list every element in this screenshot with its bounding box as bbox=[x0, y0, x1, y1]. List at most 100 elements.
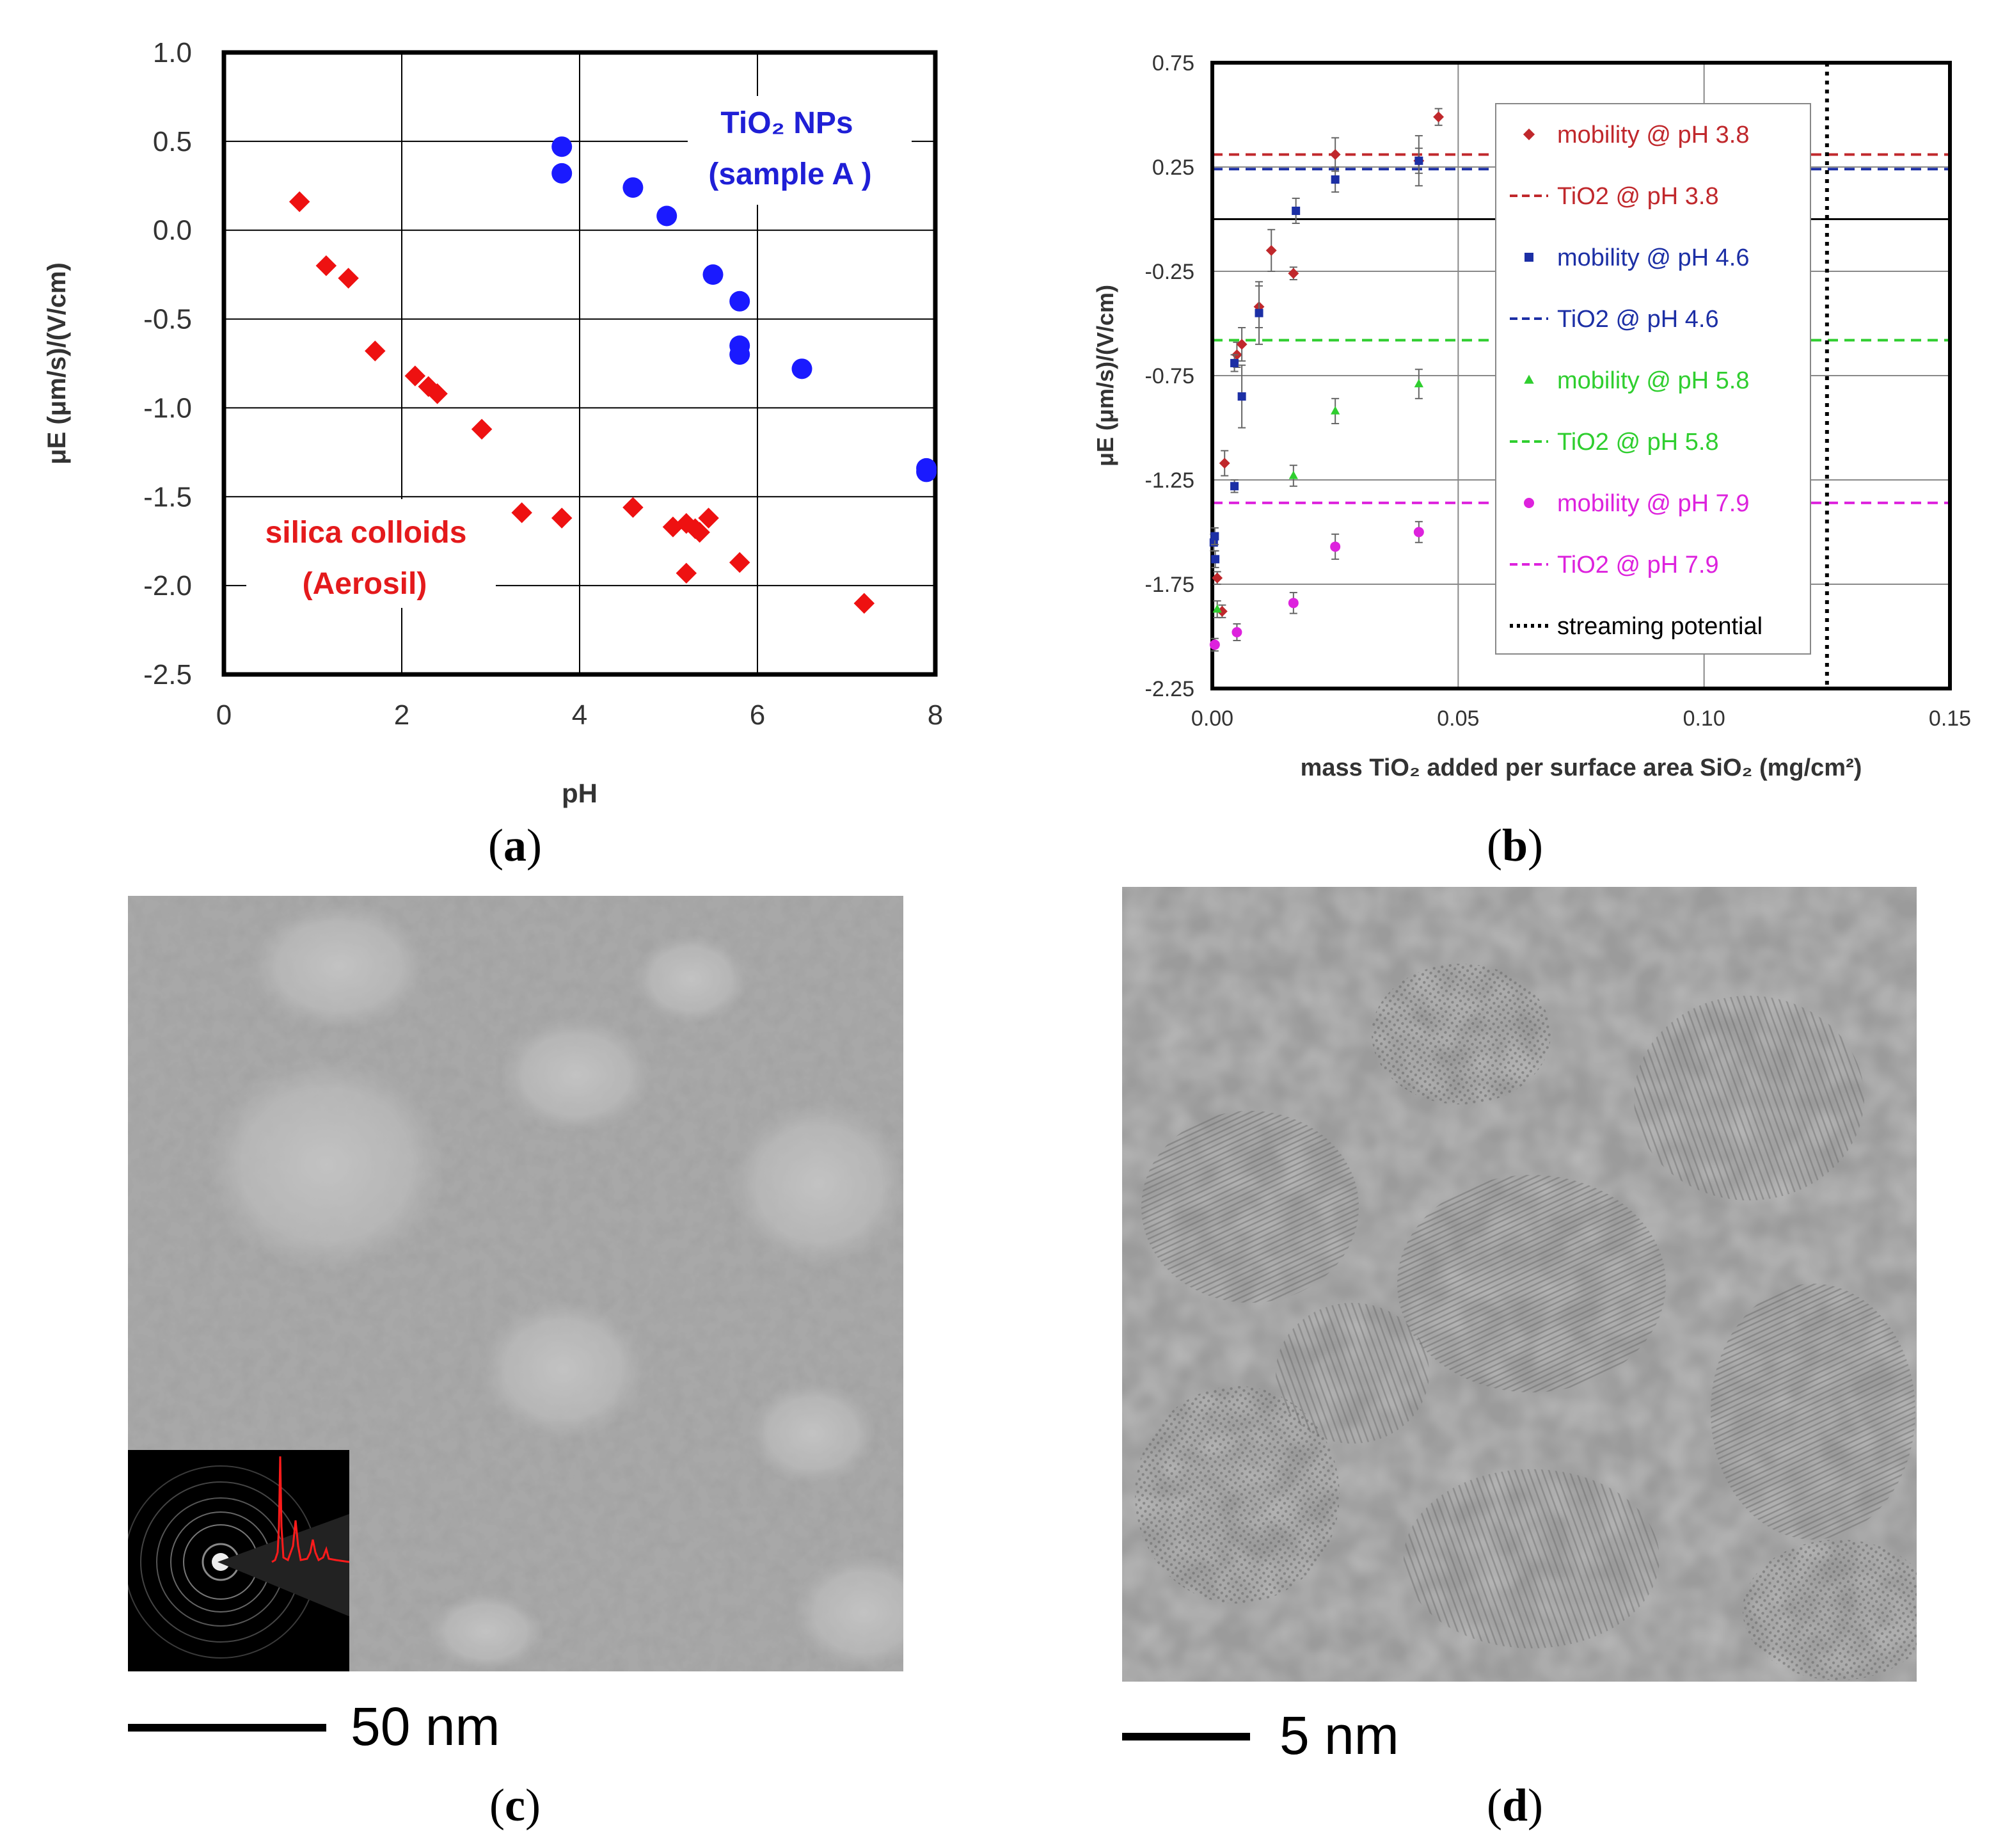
chart-b-series3-point bbox=[1209, 639, 1220, 650]
chart-a-series0-point bbox=[656, 205, 677, 227]
chart-a-y-tick-label: -2.0 bbox=[143, 570, 192, 601]
chart-b-y-tick-label: -0.75 bbox=[1145, 364, 1195, 388]
chart-a-y-tick-label: 0.0 bbox=[153, 215, 192, 246]
chart-a-series1-point bbox=[289, 191, 310, 212]
chart-a-series1-point bbox=[676, 562, 697, 584]
chart-a-annotation-sample: (sample A ) bbox=[708, 157, 871, 191]
chart-b-x-tick-label: 0.05 bbox=[1437, 706, 1479, 731]
chart-b-series2-point bbox=[1288, 470, 1298, 479]
chart-b-series0-point bbox=[1288, 267, 1299, 279]
chart-b-series1-point bbox=[1237, 392, 1246, 401]
chart-b-legend-swatch bbox=[1524, 498, 1534, 508]
chart-a-series0-point bbox=[551, 163, 573, 184]
chart-b-legend-swatch bbox=[1525, 253, 1533, 262]
scale-bar-c bbox=[128, 1724, 326, 1732]
chart-a-series0-point bbox=[791, 358, 812, 379]
chart-b-y-tick-label: -2.25 bbox=[1145, 677, 1195, 701]
scale-label-c: 50 nm bbox=[351, 1696, 500, 1756]
chart-b-y-tick-label: -1.75 bbox=[1145, 573, 1195, 597]
chart-a-series0-point bbox=[729, 291, 750, 312]
caption-b: (b) bbox=[1486, 820, 1543, 871]
chart-a-annotation-silica: silica colloids bbox=[265, 516, 467, 550]
chart-a-series1-point bbox=[729, 552, 750, 573]
chart-a-y-tick-label: -2.5 bbox=[143, 659, 192, 690]
chart-b-series2-point bbox=[1331, 406, 1340, 415]
chart-b-series0-point bbox=[1329, 148, 1341, 160]
chart-a-y-tick-label: -1.5 bbox=[143, 481, 192, 513]
chart-b-svg: 0.00 0.05 0.10 0.15 0.75 0.25 -0.25 -0.75 -1.25 -… bbox=[1092, 51, 1971, 781]
chart-b-series0-point bbox=[1433, 111, 1445, 123]
chart-b-series1-point bbox=[1292, 206, 1301, 215]
chart-b-legend-swatch bbox=[1523, 128, 1535, 141]
chart-a-annotation-aerosil: (Aerosil) bbox=[303, 567, 427, 601]
chart-b-plot-frame bbox=[1210, 61, 1952, 690]
chart-a-svg: 0 2 4 6 8 1.0 0.5 0.0 -0.5 -1.0 -1.5 -2.0 -2.5 pH μE (… bbox=[43, 37, 943, 808]
chart-b-series3-point bbox=[1330, 541, 1341, 552]
chart-a-plot-frame bbox=[221, 50, 938, 677]
chart-b-x-tick-label: 0.15 bbox=[1929, 706, 1971, 731]
chart-b-series1-point bbox=[1210, 532, 1219, 541]
chart-a-series0-point bbox=[916, 461, 937, 482]
chart-a-series0-point bbox=[622, 177, 644, 198]
chart-b-y-tick-label: -1.25 bbox=[1145, 468, 1195, 493]
chart-b-series0-point bbox=[1219, 458, 1230, 469]
chart-b-series1-point bbox=[1230, 358, 1239, 367]
caption-d: (d) bbox=[1486, 1780, 1543, 1831]
chart-b-series1-point bbox=[1211, 555, 1220, 564]
chart-a-series1-point bbox=[471, 418, 493, 440]
chart-a-series1-point bbox=[365, 340, 386, 362]
chart-a-series1-point bbox=[511, 502, 532, 523]
chart-b-legend-label: mobility @ pH 4.6 bbox=[1557, 244, 1749, 271]
chart-b-series2-point bbox=[1212, 604, 1222, 613]
chart-b-series1-point bbox=[1331, 175, 1340, 184]
chart-b-y-tick-label: 0.25 bbox=[1152, 155, 1194, 180]
chart-a-x-tick-label: 2 bbox=[394, 699, 409, 731]
chart-a-y-tick-label: -0.5 bbox=[143, 304, 192, 335]
chart-b-legend-label: mobility @ pH 3.8 bbox=[1557, 122, 1749, 148]
chart-b-legend-label: mobility @ pH 5.8 bbox=[1557, 367, 1749, 394]
panel-b-chart: 0.00 0.05 0.10 0.15 0.75 0.25 -0.25 -0.75 -1.25 -… bbox=[998, 0, 1996, 825]
chart-b-y-tick-label: 0.75 bbox=[1152, 51, 1194, 76]
chart-b-legend-swatch bbox=[1524, 374, 1534, 384]
chart-a-y-tick-label: 1.0 bbox=[153, 37, 192, 68]
chart-b-series3-point bbox=[1288, 598, 1299, 609]
tem-image-c bbox=[128, 896, 903, 1671]
chart-b-legend-label: TiO2 @ pH 4.6 bbox=[1557, 306, 1719, 333]
chart-a-series0-point bbox=[551, 136, 573, 157]
chart-a-x-tick-label: 8 bbox=[928, 699, 943, 731]
chart-a-series0-point bbox=[702, 264, 724, 285]
chart-b-series3-point bbox=[1232, 626, 1242, 637]
chart-b-series0-point bbox=[1265, 244, 1277, 256]
chart-a-y-tick-label: -1.0 bbox=[143, 392, 192, 424]
chart-a-series1-point bbox=[338, 267, 359, 289]
chart-a-series1-point bbox=[622, 497, 644, 518]
scale-label-d: 5 nm bbox=[1279, 1705, 1399, 1765]
chart-b-legend-label: TiO2 @ pH 5.8 bbox=[1557, 429, 1719, 456]
chart-b-x-tick-label: 0.00 bbox=[1191, 706, 1233, 731]
chart-a-series1-point bbox=[689, 522, 710, 543]
tem-image-d bbox=[1122, 887, 1917, 1682]
chart-a-series1-point bbox=[853, 593, 875, 614]
chart-b-x-tick-label: 0.10 bbox=[1683, 706, 1725, 731]
chart-a-x-tick-label: 4 bbox=[572, 699, 587, 731]
chart-b-y-axis-label: μE (μm/s)/(V/cm) bbox=[1092, 285, 1118, 466]
chart-a-series1-point bbox=[427, 383, 448, 404]
chart-b-legend-label: TiO2 @ pH 3.8 bbox=[1557, 183, 1719, 210]
chart-a-annotation-bg-tio2 bbox=[688, 96, 912, 205]
chart-a-series1-point bbox=[404, 365, 426, 386]
chart-a-series1-point bbox=[315, 255, 337, 276]
chart-b-series1-point bbox=[1255, 308, 1263, 317]
chart-b-y-tick-label: -0.25 bbox=[1145, 260, 1195, 284]
chart-a-annotation-tio2: TiO₂ NPs bbox=[720, 106, 853, 140]
caption-a: (a) bbox=[488, 820, 542, 871]
chart-b-series1-point bbox=[1414, 156, 1423, 165]
scale-bar-d bbox=[1122, 1733, 1250, 1740]
chart-b-x-axis-label: mass TiO₂ added per surface area SiO₂ (m… bbox=[1301, 754, 1862, 781]
chart-b-series3-point bbox=[1413, 527, 1424, 538]
chart-b-legend-label: streaming potential bbox=[1557, 613, 1762, 640]
caption-c: (c) bbox=[489, 1780, 541, 1831]
panel-a-chart: 0 2 4 6 8 1.0 0.5 0.0 -0.5 -1.0 -1.5 -2.0 -2.5 pH μE (… bbox=[0, 0, 998, 825]
chart-a-series1-point bbox=[551, 507, 573, 529]
diffraction-inset bbox=[128, 1450, 350, 1671]
chart-a-y-axis-label: μE (μm/s)/(V/cm) bbox=[43, 262, 71, 465]
